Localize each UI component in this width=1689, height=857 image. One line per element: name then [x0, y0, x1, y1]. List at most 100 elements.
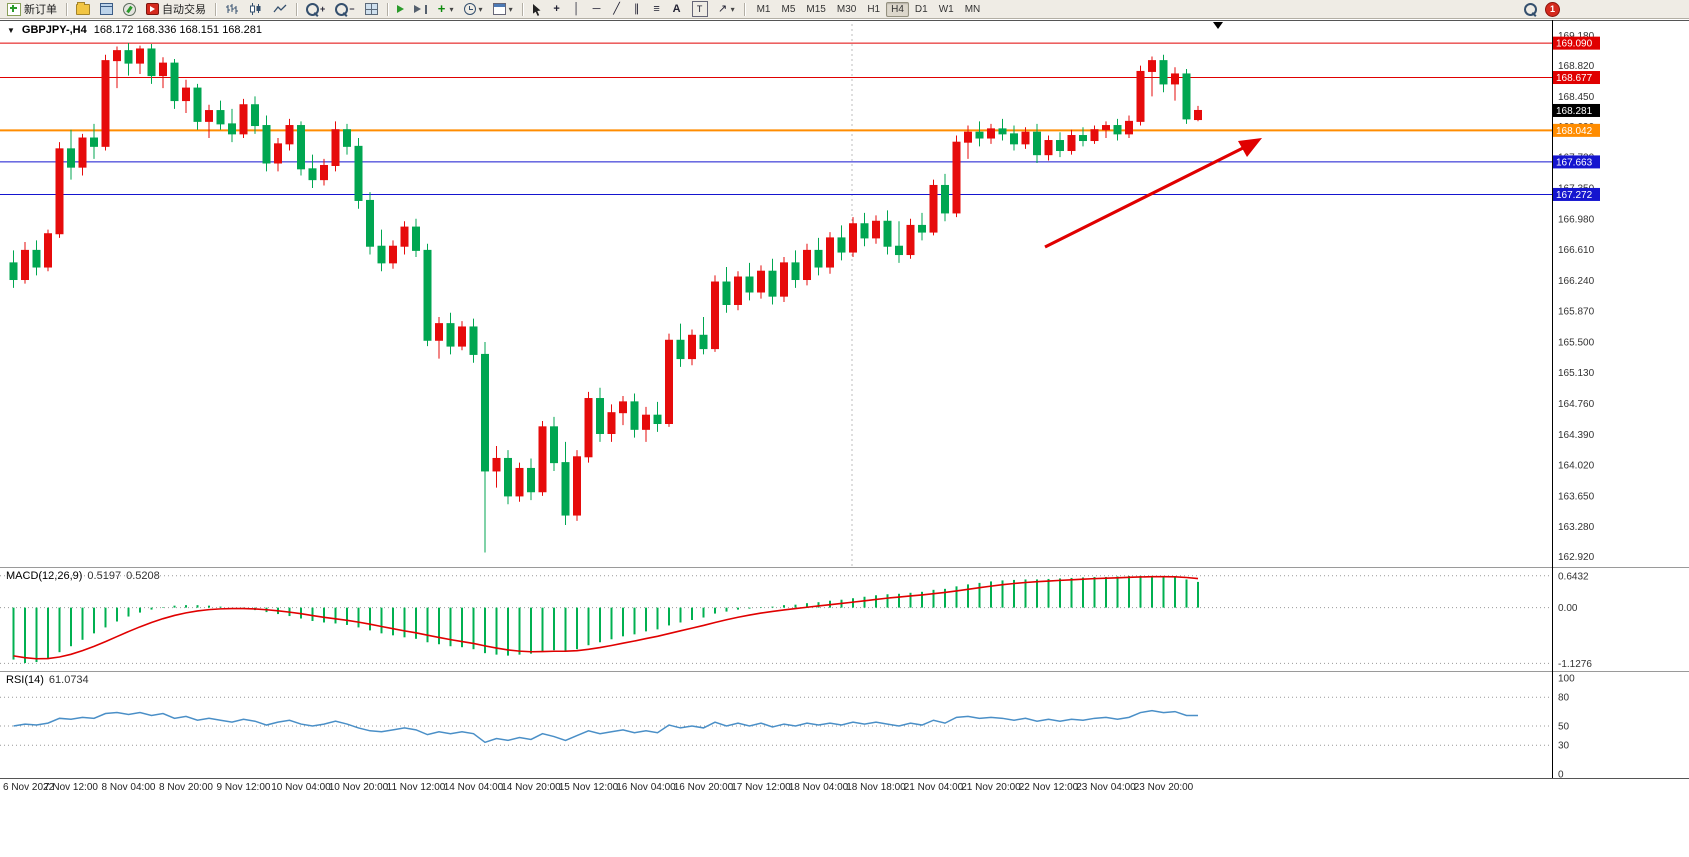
arrows-button[interactable]: ↗ ▾ [714, 0, 739, 18]
svg-text:168.820: 168.820 [1558, 61, 1595, 72]
chart-frame [0, 20, 1689, 779]
chart-shift-marker[interactable] [1213, 22, 1223, 29]
fibonacci-button[interactable]: ≡ [648, 0, 666, 18]
vertical-line-button[interactable]: │ [568, 0, 586, 18]
toolbar-separator [215, 2, 216, 16]
arrow-symbol-icon: ↗ [717, 3, 728, 15]
cursor-icon [532, 3, 541, 16]
channel-button[interactable]: ∥ [628, 0, 646, 18]
rsi-panel: 100 80 50 30 0 [0, 674, 1575, 781]
notification-badge[interactable]: 1 [1545, 1, 1560, 17]
macd-value-main: 0.5197 [87, 570, 122, 582]
one-click-trading-toggle[interactable]: ▼ [7, 25, 15, 35]
svg-text:14 Nov 04:00: 14 Nov 04:00 [444, 782, 504, 793]
svg-text:168.042: 168.042 [1556, 126, 1593, 137]
horizontal-line-button[interactable]: ─ [588, 0, 606, 18]
svg-text:163.650: 163.650 [1558, 491, 1595, 502]
svg-text:0.6432: 0.6432 [1558, 571, 1589, 582]
line-chart-icon [273, 4, 287, 13]
chart-shift-button[interactable] [410, 0, 431, 18]
profiles-icon [76, 1, 90, 15]
svg-text:8 Nov 04:00: 8 Nov 04:00 [102, 782, 156, 793]
cursor-button[interactable] [528, 0, 546, 18]
vertical-line-icon: │ [573, 3, 581, 15]
clock-icon [463, 3, 476, 15]
search-icon[interactable] [1524, 2, 1537, 16]
data-window-icon [100, 3, 113, 15]
timeframe-button-m15[interactable]: M15 [806, 3, 826, 15]
timeframe-button-h4[interactable]: H4 [886, 1, 909, 17]
svg-text:15 Nov 12:00: 15 Nov 12:00 [559, 782, 619, 793]
svg-text:11 Nov 12:00: 11 Nov 12:00 [387, 782, 446, 793]
timeframe-button-w1[interactable]: W1 [938, 3, 954, 15]
horizontal-line-icon: ─ [592, 3, 601, 15]
new-order-label: 新订单 [24, 4, 57, 16]
macd-value-signal: 0.5208 [126, 570, 160, 582]
svg-text:21 Nov 20:00: 21 Nov 20:00 [961, 782, 1021, 793]
templates-button[interactable]: ▾ [489, 0, 517, 18]
bar-chart-button[interactable] [221, 0, 243, 18]
auto-trading-button[interactable]: 自动交易 [142, 0, 210, 18]
crosshair-button[interactable]: + [548, 0, 566, 18]
price-level-badge: 169.090 [1553, 36, 1600, 50]
timeframe-button-m30[interactable]: M30 [836, 3, 857, 15]
svg-text:165.130: 165.130 [1558, 368, 1595, 379]
macd-indicator-label: MACD(12,26,9) 0.5197 0.5208 [6, 570, 160, 582]
tile-windows-icon [364, 3, 378, 15]
candlestick-chart-button[interactable] [245, 0, 267, 18]
text-button[interactable]: A [668, 0, 686, 18]
zoom-in-button[interactable]: + [302, 0, 329, 18]
timeframe-button-m1[interactable]: M1 [756, 3, 771, 15]
text-icon: A [672, 3, 681, 15]
svg-text:9 Nov 12:00: 9 Nov 12:00 [217, 782, 271, 793]
timeframe-button-mn[interactable]: MN [964, 3, 981, 15]
svg-text:166.240: 166.240 [1558, 276, 1595, 287]
zoom-out-sign: − [349, 4, 355, 14]
tile-windows-button[interactable] [361, 0, 382, 18]
periods-button[interactable]: ▾ [460, 0, 487, 18]
svg-text:168.677: 168.677 [1556, 73, 1593, 84]
chart-title: ▼ GBPJPY-,H4 168.172 168.336 168.151 168… [7, 24, 262, 36]
svg-text:164.390: 164.390 [1558, 430, 1595, 441]
zoom-in-sign: + [320, 4, 326, 14]
svg-text:165.870: 165.870 [1558, 307, 1595, 318]
svg-text:7 Nov 12:00: 7 Nov 12:00 [44, 782, 98, 793]
svg-text:164.760: 164.760 [1558, 399, 1595, 410]
svg-text:165.500: 165.500 [1558, 337, 1595, 348]
trendline-icon: ╱ [613, 3, 620, 15]
svg-text:167.663: 167.663 [1556, 157, 1593, 168]
data-window-button[interactable] [96, 0, 117, 18]
svg-text:10 Nov 20:00: 10 Nov 20:00 [329, 782, 389, 793]
rsi-indicator-label: RSI(14) 61.0734 [6, 674, 89, 686]
profiles-button[interactable] [72, 0, 94, 18]
trend-arrow-annotation[interactable] [1044, 138, 1262, 249]
toolbar-separator [296, 2, 297, 16]
price-level-badge: 167.663 [1553, 155, 1600, 169]
svg-text:169.090: 169.090 [1556, 39, 1593, 50]
svg-text:16 Nov 04:00: 16 Nov 04:00 [616, 782, 676, 793]
timeframe-button-d1[interactable]: D1 [914, 3, 928, 15]
macd-signal-line [13, 575, 1199, 660]
line-chart-button[interactable] [269, 0, 291, 18]
timeframe-button-h1[interactable]: H1 [867, 3, 881, 15]
rsi-line [13, 709, 1198, 744]
price-level-badge: 168.677 [1553, 71, 1600, 85]
candlestick-series [9, 43, 1202, 553]
new-order-button[interactable]: 新订单 [3, 0, 61, 18]
text-label-button[interactable]: T [688, 0, 712, 18]
auto-scroll-button[interactable] [393, 0, 408, 18]
svg-text:80: 80 [1558, 693, 1570, 704]
zoom-out-button[interactable]: − [331, 0, 358, 18]
svg-text:168.450: 168.450 [1558, 92, 1595, 103]
indicators-button[interactable]: + ▾ [433, 0, 458, 18]
auto-trading-icon [146, 3, 159, 15]
svg-text:23 Nov 04:00: 23 Nov 04:00 [1076, 782, 1136, 793]
chevron-down-icon: ▾ [508, 4, 513, 14]
bar-chart-icon [226, 4, 238, 14]
navigator-button[interactable] [119, 0, 140, 18]
timeframe-button-m5[interactable]: M5 [781, 3, 796, 15]
toolbar-separator [66, 2, 67, 16]
trendline-button[interactable]: ╱ [608, 0, 626, 18]
auto-scroll-icon [396, 5, 404, 13]
